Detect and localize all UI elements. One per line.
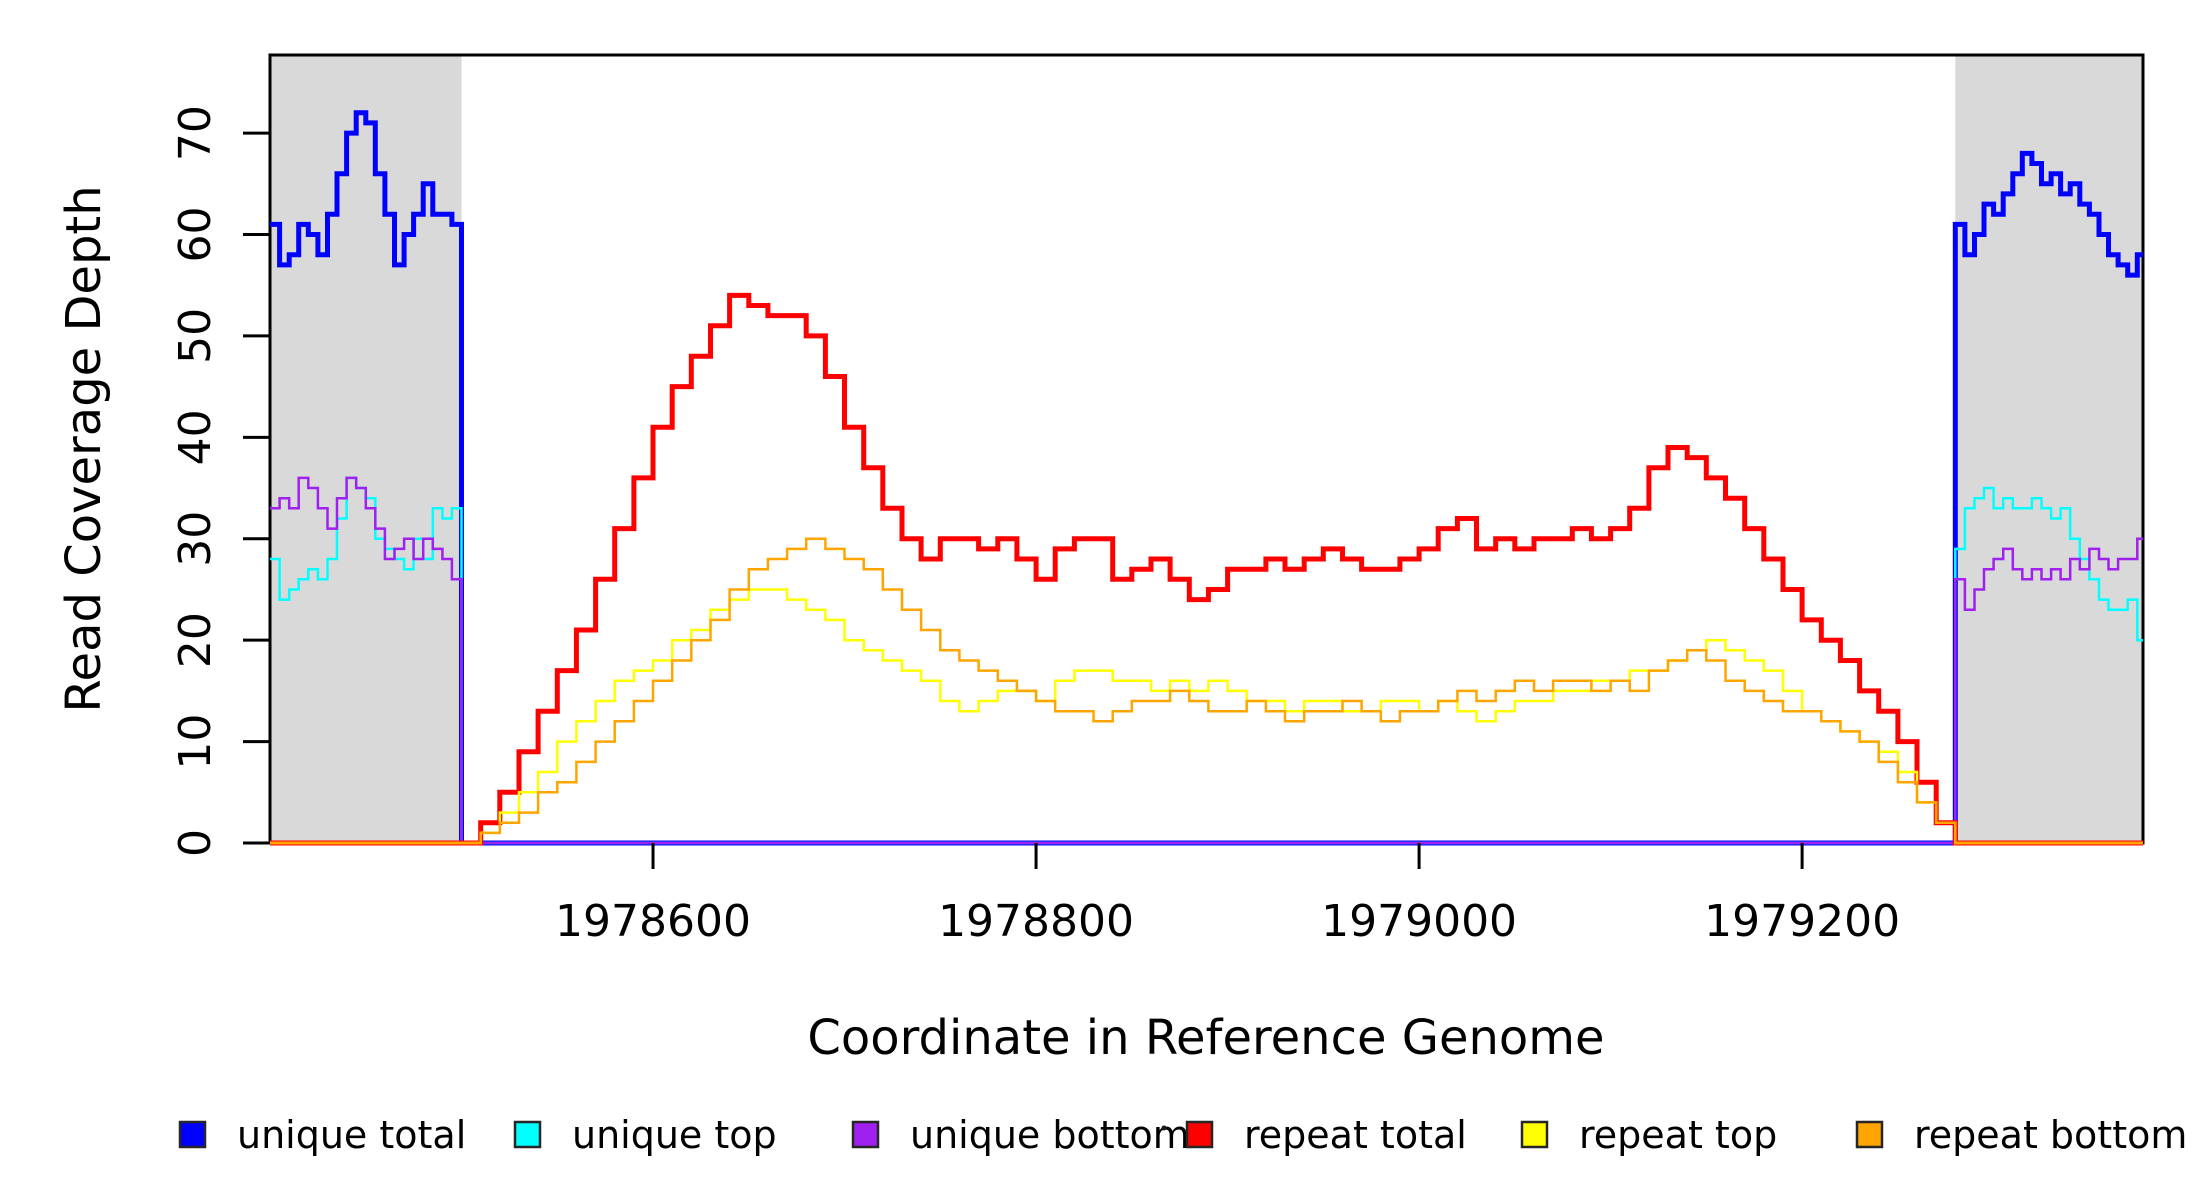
shaded-unique-region xyxy=(270,55,462,843)
legend: unique total unique top unique bottom repea… xyxy=(178,1113,2187,1157)
shaded-regions-layer xyxy=(270,55,2143,843)
y-tick-label: 40 xyxy=(170,409,221,465)
series-layer xyxy=(270,110,2143,846)
y-tick-label: 70 xyxy=(170,105,221,161)
legend-label-unique-total: unique total xyxy=(237,1113,466,1157)
legend-swatch-unique-top xyxy=(513,1120,542,1149)
y-tick-label: 20 xyxy=(170,612,221,668)
legend-label-unique-bottom: unique bottom xyxy=(910,1113,1190,1157)
x-tick-label: 1979000 xyxy=(1321,896,1517,947)
y-axis-title: Read Coverage Depth xyxy=(56,185,112,712)
series-unique-total xyxy=(270,110,2143,846)
y-tick-label: 60 xyxy=(170,207,221,263)
plot-box-layer xyxy=(268,53,2145,845)
y-tick-label: 0 xyxy=(170,829,221,857)
legend-stray-dot-mark xyxy=(1161,1125,1167,1131)
series-repeat-bottom xyxy=(270,537,2143,845)
x-tick-label: 1979200 xyxy=(1704,896,1900,947)
legend-label-repeat-total: repeat total xyxy=(1244,1113,1467,1157)
series-repeat-total xyxy=(270,292,2143,846)
legend-label-repeat-bottom: repeat bottom xyxy=(1914,1113,2187,1157)
shaded-unique-region xyxy=(1955,55,2143,843)
plot-box xyxy=(268,53,2145,845)
series-repeat-top xyxy=(270,588,2143,845)
axes-layer: 0 10 20 30 40 50 60 70 1978600 1978800 1979000 1979… xyxy=(170,105,1900,947)
x-tick-label: 1978800 xyxy=(938,896,1134,947)
legend-swatch-repeat-bottom xyxy=(1855,1120,1884,1149)
legend-swatch-unique-total xyxy=(178,1120,207,1149)
legend-swatch-repeat-total xyxy=(1185,1120,1214,1149)
legend-label-unique-top: unique top xyxy=(572,1113,777,1157)
legend-swatch-repeat-top xyxy=(1520,1120,1549,1149)
legend-swatch-unique-bottom xyxy=(851,1120,880,1149)
y-tick-label: 10 xyxy=(170,714,221,770)
y-tick-label: 30 xyxy=(170,511,221,567)
legend-label-repeat-top: repeat top xyxy=(1579,1113,1777,1157)
y-tick-label: 50 xyxy=(170,308,221,364)
x-tick-label: 1978600 xyxy=(555,896,751,947)
x-axis-title: Coordinate in Reference Genome xyxy=(807,1010,1604,1066)
